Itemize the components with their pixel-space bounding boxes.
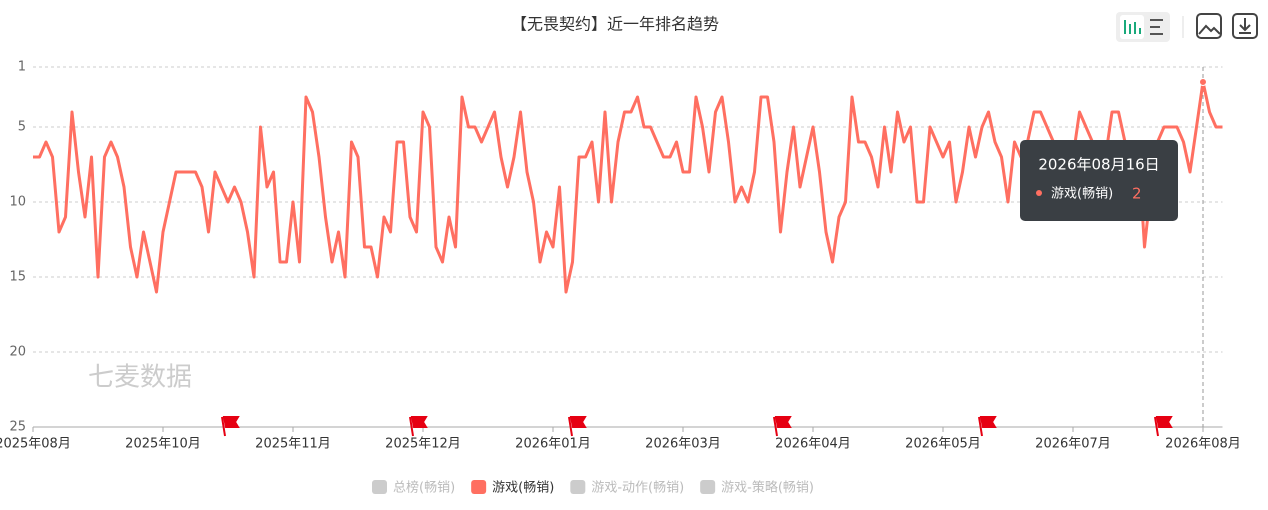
icon — [1239, 18, 1251, 34]
legend-item[interactable]: 游戏(畅销) — [471, 480, 554, 496]
legend: 总榜(畅销) 游戏(畅销) 游戏-动作(畅销) 游戏-策略(畅销) — [372, 480, 814, 496]
legend-swatch — [700, 480, 716, 494]
legend-item[interactable]: 游戏-策略(畅销) — [700, 480, 814, 496]
toolbar — [1116, 12, 1258, 42]
legend-swatch — [471, 480, 487, 494]
legend-label: 总榜(畅销) — [393, 480, 455, 496]
event-flags — [221, 416, 1173, 437]
view-line-button[interactable] — [1120, 15, 1144, 39]
legend-label: 游戏-策略(畅销) — [721, 480, 814, 496]
tooltip-box — [1020, 140, 1178, 221]
hover-point — [1199, 78, 1207, 86]
x-tick-label: 2025年11月 — [255, 437, 331, 452]
x-tick-label: 2026年07月 — [1035, 437, 1111, 452]
legend-swatch — [570, 480, 586, 494]
save-image-button[interactable] — [1196, 13, 1222, 39]
tooltip-date: 2026年08月16日 — [1038, 156, 1159, 174]
legend-item[interactable]: 游戏-动作(畅销) — [570, 480, 684, 496]
tooltip-marker — [1036, 190, 1042, 196]
x-tick-label: 2026年04月 — [775, 437, 851, 452]
icon — [1124, 20, 1141, 34]
chart-title: 【无畏契约】近一年排名趋势 — [511, 15, 719, 34]
x-tick-label: 2025年08月 — [0, 437, 71, 452]
tooltip-series: 游戏(畅销) — [1051, 187, 1113, 202]
y-tick-label: 25 — [9, 420, 26, 435]
legend-label: 游戏-动作(畅销) — [591, 481, 684, 496]
y-tick-label: 10 — [9, 195, 26, 210]
legend-label: 游戏(畅销) — [492, 481, 554, 496]
x-tick-label: 2026年05月 — [905, 437, 981, 452]
icon — [1198, 24, 1221, 35]
view-bar-button[interactable] — [1150, 19, 1163, 35]
x-tick-label: 2025年12月 — [385, 437, 461, 452]
y-tick-label: 1 — [18, 60, 26, 75]
tooltip-value: 2 — [1132, 185, 1142, 203]
y-tick-label: 15 — [9, 270, 26, 285]
legend-item[interactable]: 总榜(畅销) — [372, 480, 455, 496]
download-button[interactable] — [1232, 13, 1258, 39]
x-tick-label: 2026年08月 — [1165, 437, 1241, 452]
x-tick-label: 2026年03月 — [645, 437, 721, 452]
y-tick-label: 20 — [9, 345, 26, 360]
x-tick-label: 2026年01月 — [515, 437, 591, 452]
x-tick-label: 2025年10月 — [125, 437, 201, 452]
tooltip: 2026年08月16日 游戏(畅销) 2 — [1020, 140, 1178, 221]
watermark: 七麦数据 — [88, 363, 192, 393]
legend-swatch — [372, 480, 387, 494]
y-tick-label: 5 — [18, 120, 26, 135]
